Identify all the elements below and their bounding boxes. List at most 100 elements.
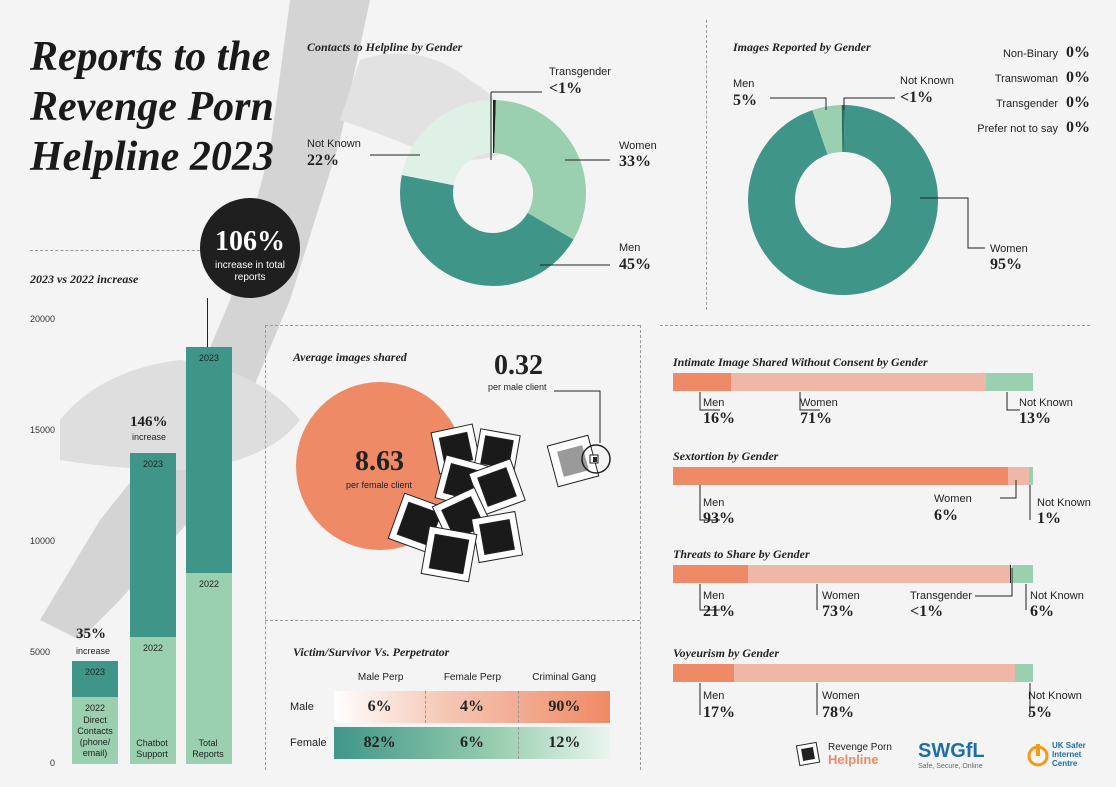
images-value-not-known: <1% <box>900 89 934 106</box>
images-value-women: 95% <box>990 256 1022 273</box>
images-label-women: Women <box>990 243 1028 255</box>
hbar-label: Not Known <box>1037 497 1091 509</box>
donut-slice <box>841 105 845 153</box>
hbar-segment <box>734 664 1015 682</box>
headline-connector <box>207 298 208 356</box>
hbar-label: Transgender <box>910 590 972 602</box>
zero-category-label: Transwoman <box>994 73 1058 85</box>
uksic-logo: UK Safer Internet Centre <box>1027 741 1086 768</box>
ytick-label: 10000 <box>30 536 56 546</box>
hbar-threats <box>673 565 1033 625</box>
bar-2022: 2022 <box>72 697 118 764</box>
donut-slice <box>401 100 493 186</box>
contacts-donut-chart <box>400 100 586 286</box>
swgfl-logo-text: SWGfL <box>918 740 985 762</box>
bar-2023: 2023 <box>130 453 176 638</box>
victim-table-column-header: Criminal Gang <box>532 672 597 683</box>
category-label-chatbot: Chatbot Support <box>136 738 168 759</box>
hbar-segment <box>986 373 1033 391</box>
hbar-label: Women <box>934 493 972 505</box>
hbar-intimate <box>673 373 1033 433</box>
hbar-segment <box>1007 467 1030 485</box>
hbar-value: 5% <box>1028 704 1052 721</box>
contacts-leader-lines <box>370 91 610 266</box>
category-label-direct: Direct Contacts (phone/ email) <box>77 715 113 758</box>
divider <box>265 620 640 621</box>
hbar-label: Men <box>703 397 725 409</box>
divider <box>706 20 707 310</box>
hbar-label: Women <box>800 397 838 409</box>
hbar-label: Women <box>822 590 860 602</box>
hbar-value: 93% <box>703 510 735 527</box>
hbar-sextortion <box>673 467 1033 527</box>
contacts-value-men: 45% <box>619 256 651 273</box>
hbar-value: 6% <box>1030 603 1054 620</box>
victim-table: Male Perp Female Perp Criminal Gang Male… <box>290 672 610 760</box>
zero-category-value: 0% <box>1066 69 1090 86</box>
zero-category-label: Prefer not to say <box>977 123 1058 135</box>
category-label-total: Total Reports <box>192 738 224 759</box>
images-value-men: 5% <box>733 92 757 109</box>
average-images-title: Average images shared <box>293 350 407 364</box>
male-average-caption: per male client <box>488 382 547 392</box>
victim-table-cell: 82% <box>363 734 396 751</box>
bar-2022: 2022 <box>186 573 232 764</box>
zero-category-row: Non-Binary 0% <box>960 44 1090 69</box>
zero-category-value: 0% <box>1066 119 1090 136</box>
female-average-caption: per female client <box>346 480 413 490</box>
contacts-label-transgender: Transgender <box>549 66 611 78</box>
victim-table-row-label: Female <box>290 736 327 749</box>
swgfl-logo: SWGfL Safe, Secure, Online <box>918 740 985 770</box>
hbar-value: 17% <box>703 704 735 721</box>
victim-table-cell: 4% <box>425 691 519 723</box>
rph-logo: Revenge Porn Helpline <box>796 740 892 768</box>
title-divider <box>30 250 220 251</box>
hbar-value: 6% <box>934 507 958 524</box>
donut-slice <box>812 105 843 155</box>
rph-logo-line2: Helpline <box>828 752 879 767</box>
hbar-label: Men <box>703 690 725 702</box>
bar-2023: 2023 <box>186 346 232 574</box>
zero-category-row: Transgender 0% <box>960 94 1090 119</box>
hbar-segment <box>673 565 749 583</box>
victim-table-cell: 90% <box>548 698 581 715</box>
zero-category-value: 0% <box>1066 44 1090 61</box>
hbar-value: 13% <box>1019 410 1051 427</box>
images-chart-title: Images Reported by Gender <box>733 40 871 54</box>
rph-logo-icon <box>796 741 821 767</box>
victim-table-row: Female 82% 6% 12% <box>290 726 610 760</box>
ytick-label: 0 <box>50 758 56 768</box>
victim-table-title: Victim/Survivor Vs. Perpetrator <box>293 645 450 659</box>
zero-category-row: Transwoman 0% <box>960 69 1090 94</box>
female-average-value: 8.63 <box>355 446 404 477</box>
bar-2023: 2023 <box>72 660 118 698</box>
rph-logo-line1: Revenge Porn <box>828 742 892 753</box>
divider <box>660 325 1090 326</box>
hbar-value: 73% <box>822 603 854 620</box>
victim-table-row: Male 6% 4% 90% <box>290 690 610 724</box>
donut-slice <box>400 174 574 286</box>
contacts-label-men: Men <box>619 242 641 254</box>
ytick-label: 20000 <box>30 314 56 324</box>
donut-slice <box>748 105 938 295</box>
zero-category-value: 0% <box>1066 94 1090 111</box>
images-label-not-known: Not Known <box>900 75 954 87</box>
hbar-label: Men <box>703 590 725 602</box>
hbar-value: 71% <box>800 410 832 427</box>
hbar-segment <box>673 373 731 391</box>
hbar-segment <box>673 467 1008 485</box>
hbar-label: Men <box>703 497 725 509</box>
images-label-men: Men <box>733 78 755 90</box>
contacts-label-women: Women <box>619 140 657 152</box>
images-donut-chart <box>748 105 938 295</box>
headline-caption: increase in total reports <box>214 260 286 283</box>
hbar-value: 78% <box>822 704 854 721</box>
hbar-label: Not Known <box>1019 397 1073 409</box>
zero-category-label: Non-Binary <box>1002 48 1058 60</box>
uksic-logo-line3: Centre <box>1052 759 1078 768</box>
bar-chart-subtitle: 2023 vs 2022 increase <box>30 272 139 286</box>
male-polaroid-icon <box>546 390 611 488</box>
direct-contacts-increase-word: increase <box>76 646 111 656</box>
zero-categories-list: Non-Binary 0% Transwoman 0% Transgender … <box>960 44 1090 144</box>
victim-table-row-label: Male <box>290 700 314 713</box>
